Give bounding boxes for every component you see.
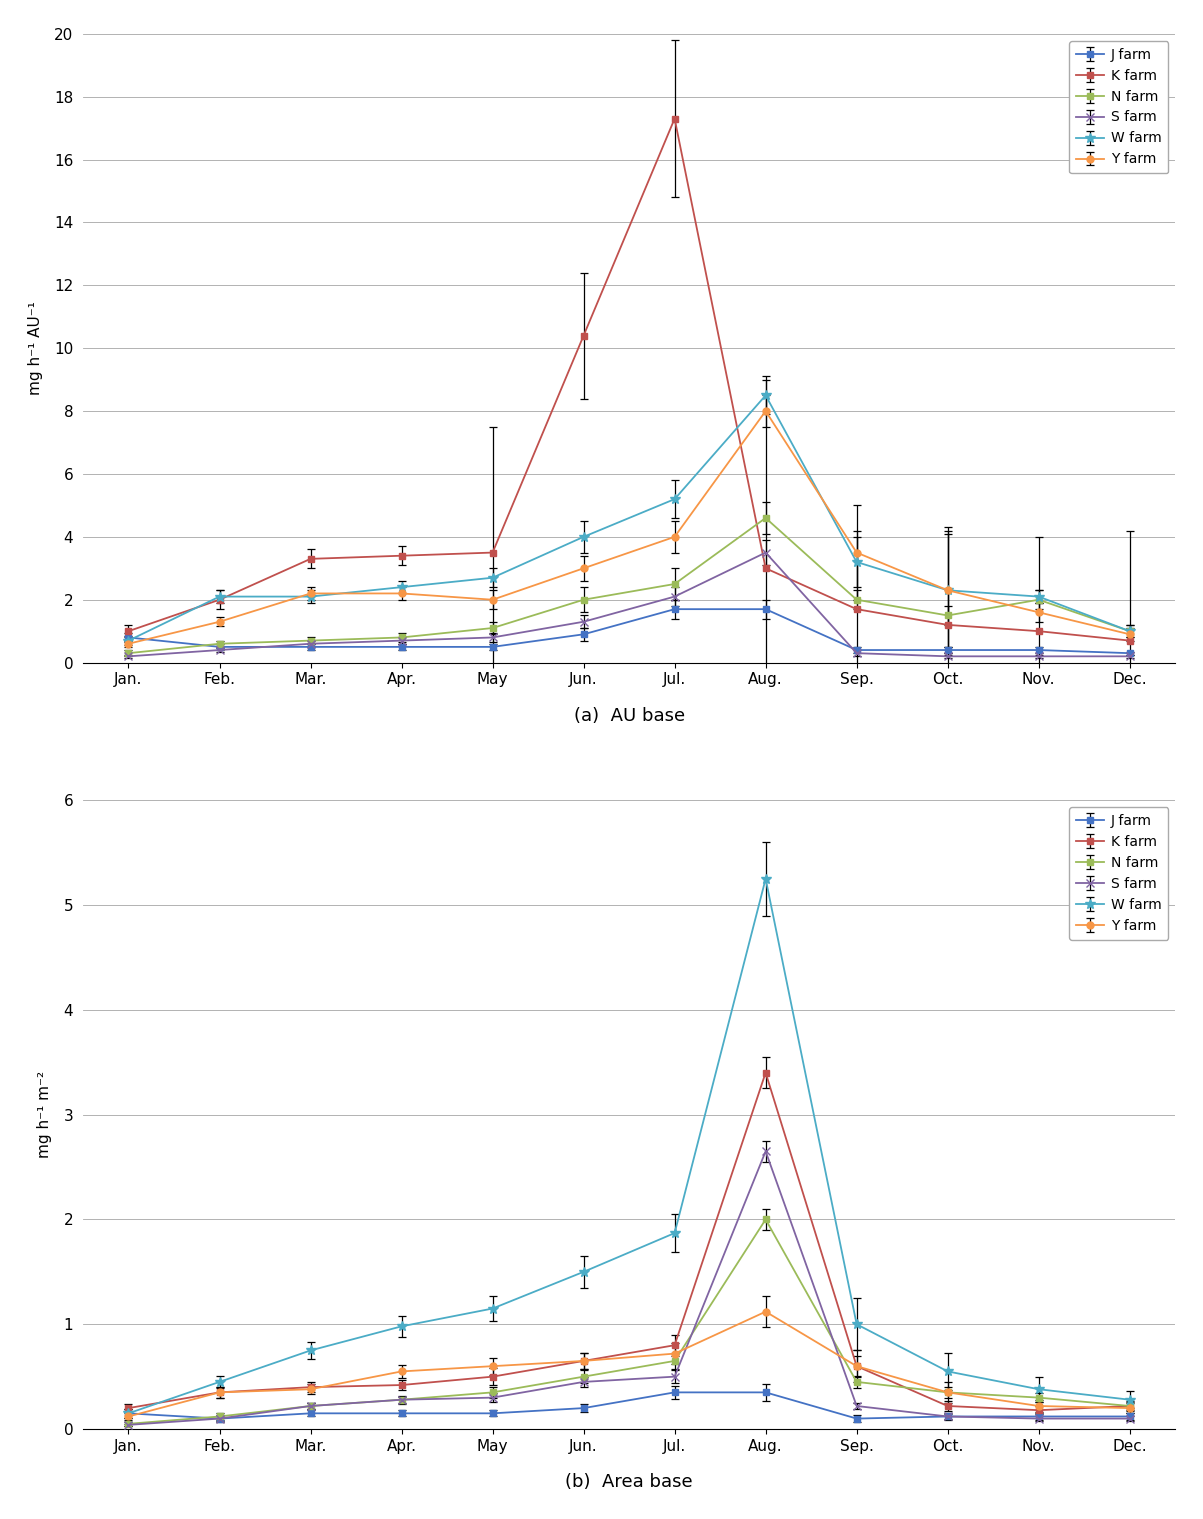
X-axis label: (b)  Area base: (b) Area base bbox=[565, 1473, 693, 1492]
Y-axis label: mg h⁻¹ AU⁻¹: mg h⁻¹ AU⁻¹ bbox=[28, 301, 43, 395]
Y-axis label: mg h⁻¹ m⁻²: mg h⁻¹ m⁻² bbox=[37, 1071, 53, 1157]
Legend: J farm, K farm, N farm, S farm, W farm, Y farm: J farm, K farm, N farm, S farm, W farm, … bbox=[1069, 807, 1168, 940]
Legend: J farm, K farm, N farm, S farm, W farm, Y farm: J farm, K farm, N farm, S farm, W farm, … bbox=[1069, 41, 1168, 173]
X-axis label: (a)  AU base: (a) AU base bbox=[574, 706, 685, 725]
